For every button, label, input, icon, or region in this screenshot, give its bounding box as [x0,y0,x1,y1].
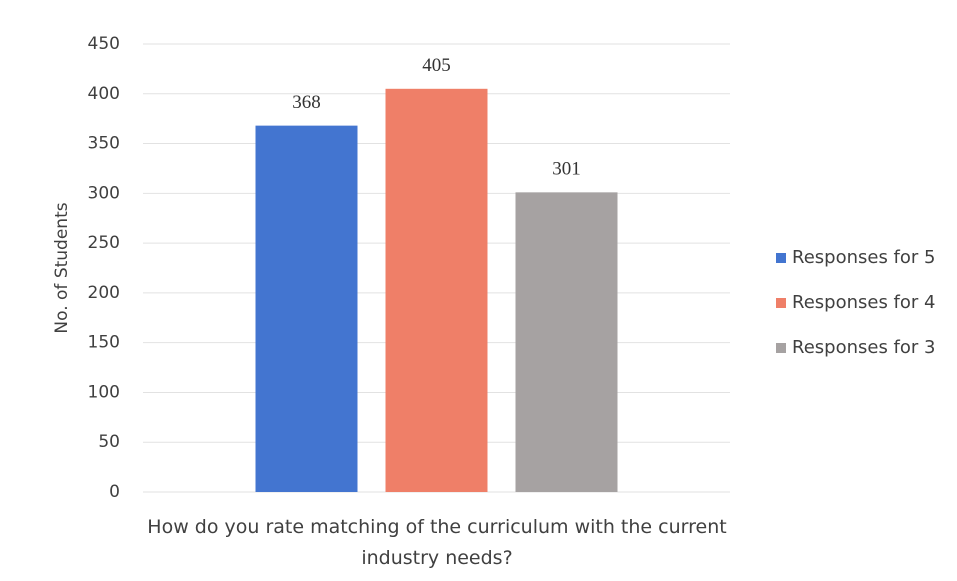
legend-label: Responses for 3 [792,337,935,358]
bar [515,192,618,493]
data-label: 405 [422,55,451,76]
y-tick-label: 300 [88,183,120,203]
bar [385,88,488,493]
bar [255,125,358,492]
legend-swatch [776,343,786,353]
data-label: 301 [552,159,581,180]
y-tick-label: 100 [88,382,120,402]
legend-label: Responses for 5 [792,247,935,268]
legend-label: Responses for 4 [792,292,935,313]
legend-swatch [776,298,786,308]
y-tick-label: 250 [88,233,120,253]
y-axis-title: No. of Students [52,202,72,333]
y-tick-label: 400 [88,84,120,104]
y-tick-label: 0 [109,482,120,502]
y-tick-label: 350 [88,134,120,154]
y-tick-label: 150 [88,333,120,353]
y-tick-label: 50 [98,432,120,452]
y-tick-label: 450 [88,34,120,54]
x-axis-title: How do you rate matching of the curricul… [147,516,727,569]
legend-swatch [776,253,786,263]
data-label: 368 [292,92,321,113]
y-tick-label: 200 [88,283,120,303]
